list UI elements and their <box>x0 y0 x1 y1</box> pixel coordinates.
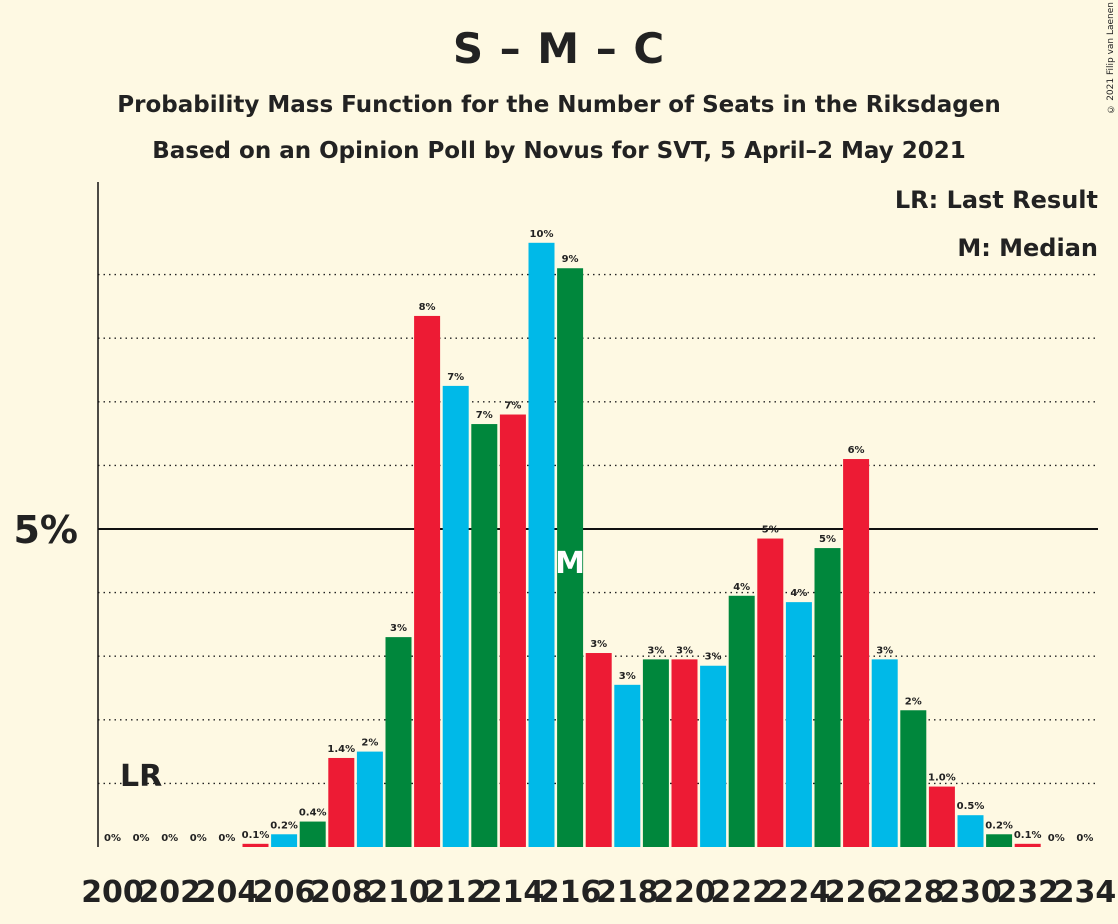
data-label-219: 3% <box>647 645 664 656</box>
bar-217 <box>585 653 612 847</box>
data-label-231: 0.2% <box>985 820 1013 831</box>
x-tick-label: 214 <box>482 875 545 910</box>
data-label-218: 3% <box>619 671 636 682</box>
legend-median: M: Median <box>957 234 1098 262</box>
data-label-212: 7% <box>447 372 464 383</box>
x-tick-label: 232 <box>996 875 1059 910</box>
chart-title: S – M – C <box>452 24 666 73</box>
x-tick-label: 216 <box>539 875 602 910</box>
chart-subtitle: Probability Mass Function for the Number… <box>117 92 1001 118</box>
x-tick-label: 202 <box>138 875 201 910</box>
data-label-232: 0.1% <box>1014 830 1042 841</box>
data-label-209: 2% <box>361 738 378 749</box>
bar-226 <box>843 459 870 847</box>
bar-224 <box>785 602 812 847</box>
bar-227 <box>871 659 898 847</box>
x-tick-label: 230 <box>939 875 1002 910</box>
x-tick-label: 208 <box>310 875 373 910</box>
data-label-216: 9% <box>562 254 579 265</box>
x-tick-label: 210 <box>367 875 430 910</box>
bar-208 <box>328 757 355 847</box>
data-label-211: 8% <box>419 302 436 313</box>
data-label-200: 0% <box>104 833 121 844</box>
data-label-207: 0.4% <box>299 808 327 819</box>
x-tick-label: 224 <box>768 875 831 910</box>
x-tick-label: 206 <box>253 875 316 910</box>
bar-219 <box>642 659 669 847</box>
bar-218 <box>614 684 641 847</box>
x-tick-label: 234 <box>1054 875 1117 910</box>
bar-212 <box>442 385 469 847</box>
y-tick-label: 5% <box>13 508 78 552</box>
chart-subtitle-2: Based on an Opinion Poll by Novus for SV… <box>152 138 966 164</box>
legend-last-result: LR: Last Result <box>894 186 1098 214</box>
data-label-224: 4% <box>790 588 807 599</box>
data-label-223: 5% <box>762 525 779 536</box>
data-label-210: 3% <box>390 623 407 634</box>
bar-207 <box>299 821 326 847</box>
x-tick-label: 222 <box>710 875 773 910</box>
last-result-marker: LR <box>120 759 162 794</box>
data-label-203: 0% <box>190 833 207 844</box>
bar-209 <box>356 751 383 847</box>
x-tick-label: 220 <box>653 875 716 910</box>
bar-213 <box>471 424 498 847</box>
bar-220 <box>671 659 698 847</box>
bar-228 <box>900 710 927 847</box>
data-label-201: 0% <box>133 833 150 844</box>
data-label-222: 4% <box>733 582 750 593</box>
x-tick-label: 212 <box>424 875 487 910</box>
bar-222 <box>728 595 755 847</box>
data-label-214: 7% <box>504 401 521 412</box>
data-label-208: 1.4% <box>327 744 355 755</box>
data-label-233: 0% <box>1048 833 1065 844</box>
bar-205 <box>242 843 269 847</box>
median-marker: M <box>555 546 585 581</box>
data-label-213: 7% <box>476 410 493 421</box>
bar-216 <box>557 268 584 847</box>
data-label-220: 3% <box>676 645 693 656</box>
data-label-227: 3% <box>876 645 893 656</box>
bar-232 <box>1014 843 1041 847</box>
bar-210 <box>385 637 412 847</box>
data-label-228: 2% <box>905 696 922 707</box>
bar-223 <box>757 538 784 847</box>
data-label-202: 0% <box>161 833 178 844</box>
x-tick-label: 228 <box>882 875 945 910</box>
bar-211 <box>414 315 441 847</box>
x-tick-label: 218 <box>596 875 659 910</box>
data-label-204: 0% <box>218 833 235 844</box>
data-label-226: 6% <box>848 445 865 456</box>
data-label-215: 10% <box>530 229 554 240</box>
data-label-217: 3% <box>590 639 607 650</box>
x-tick-label: 204 <box>196 875 259 910</box>
data-label-206: 0.2% <box>270 820 298 831</box>
bar-214 <box>499 414 526 847</box>
bar-230 <box>957 815 984 847</box>
data-label-229: 1.0% <box>928 773 956 784</box>
bar-229 <box>928 786 955 847</box>
data-label-225: 5% <box>819 534 836 545</box>
bar-215 <box>528 242 555 848</box>
x-tick-label: 226 <box>825 875 888 910</box>
data-label-221: 3% <box>705 652 722 663</box>
x-tick-label: 200 <box>81 875 144 910</box>
bar-221 <box>700 665 727 847</box>
data-label-230: 0.5% <box>957 801 985 812</box>
data-label-234: 0% <box>1076 833 1093 844</box>
bar-231 <box>986 834 1013 847</box>
bar-225 <box>814 548 841 847</box>
data-label-205: 0.1% <box>242 830 270 841</box>
bar-206 <box>271 834 298 847</box>
